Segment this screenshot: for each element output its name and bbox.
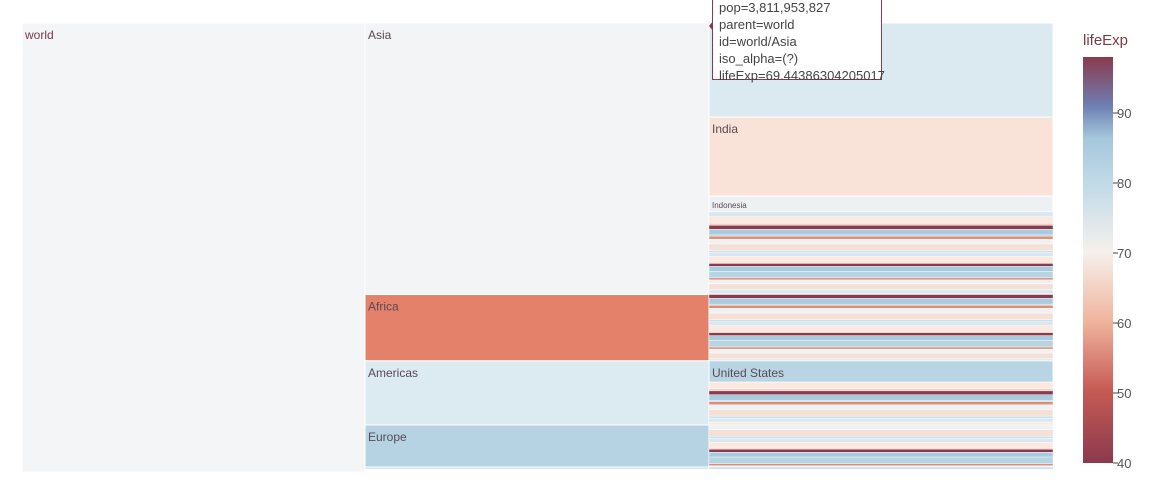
node-africa-country[interactable]	[708, 352, 1054, 359]
node-europe-country[interactable]	[708, 463, 1054, 466]
node-africa-country[interactable]	[708, 305, 1054, 309]
node-africa-country[interactable]	[708, 335, 1054, 341]
node-asia-minor-country[interactable]	[708, 277, 1054, 281]
node-asia-minor-country[interactable]	[708, 271, 1054, 279]
node-europe-country[interactable]	[708, 429, 1054, 437]
node-world-oceania[interactable]	[364, 466, 710, 470]
node-label-world: world	[24, 28, 54, 42]
node-asia-minor-country[interactable]	[708, 211, 1054, 217]
node-africa-country[interactable]	[708, 321, 1054, 326]
colorbar-gradient	[1083, 57, 1113, 463]
node-world-americas[interactable]	[364, 360, 710, 426]
node-asia-minor-country[interactable]	[708, 238, 1054, 245]
node-africa-country[interactable]	[708, 332, 1054, 336]
node-europe-country[interactable]	[708, 424, 1054, 430]
node-africa-country[interactable]	[708, 308, 1054, 314]
node-africa-country[interactable]	[708, 294, 1054, 299]
node-asia-minor-country[interactable]	[708, 252, 1054, 257]
node-world-europe[interactable]	[364, 424, 710, 468]
node-africa-country[interactable]	[708, 298, 1054, 305]
node-europe-country[interactable]	[708, 449, 1054, 453]
node-americas-minor-country[interactable]	[708, 388, 1054, 392]
node-world-asia-indonesia[interactable]	[708, 195, 1054, 213]
node-americas-minor-country[interactable]	[708, 415, 1054, 419]
node-label-world-europe: Europe	[368, 430, 407, 444]
node-world-asia-china[interactable]	[708, 22, 1054, 118]
node-africa-country[interactable]	[708, 359, 1054, 362]
colorbar-tick-label: 90	[1117, 106, 1131, 121]
node-asia-minor-country[interactable]	[708, 279, 1054, 285]
node-asia-minor-country[interactable]	[708, 216, 1054, 224]
node-americas-minor-country[interactable]	[708, 409, 1054, 417]
node-asia-minor-country[interactable]	[708, 290, 1054, 294]
node-europe-country[interactable]	[708, 456, 1054, 464]
node-americas-minor-country[interactable]	[708, 421, 1054, 426]
node-asia-minor-country[interactable]	[708, 256, 1054, 263]
node-world-africa[interactable]	[364, 294, 710, 362]
node-europe-country[interactable]	[708, 438, 1054, 443]
node-label-world-asia: Asia	[368, 28, 392, 42]
node-asia-minor-country[interactable]	[708, 223, 1054, 226]
node-africa-country[interactable]	[708, 348, 1054, 354]
node-americas-minor-country[interactable]	[708, 394, 1054, 401]
node-label-world-asia-indonesia: Indonesia	[712, 201, 747, 210]
node-africa-country[interactable]	[708, 319, 1054, 323]
node-asia-minor-country[interactable]	[708, 235, 1054, 240]
node-americas-minor-country[interactable]	[708, 401, 1054, 405]
node-asia-minor-country[interactable]	[708, 243, 1054, 251]
node-africa-country[interactable]	[708, 340, 1054, 348]
node-asia-minor-country[interactable]	[708, 229, 1054, 236]
colorbar-tick-label: 80	[1117, 176, 1131, 191]
node-label-world-americas-united-states: United States	[712, 366, 784, 380]
icicle-labels: world Asia Africa Americas Europe India Indone…	[24, 28, 784, 444]
node-europe-country[interactable]	[708, 436, 1054, 439]
node-asia-minor-country[interactable]	[708, 225, 1054, 230]
node-americas-minor-country[interactable]	[708, 390, 1054, 395]
node-africa-country[interactable]	[708, 312, 1054, 320]
colorbar-title: lifeExp	[1083, 32, 1129, 49]
node-europe-country[interactable]	[708, 452, 1054, 458]
colorbar-tick-label: 60	[1117, 316, 1131, 331]
node-label-world-americas: Americas	[368, 366, 418, 380]
node-label-world-africa: Africa	[368, 300, 399, 314]
node-world-asia-india[interactable]	[708, 116, 1054, 197]
node-africa-country[interactable]	[708, 346, 1054, 350]
colorbar-tick-label: 70	[1117, 246, 1131, 261]
node-americas-minor-country[interactable]	[708, 404, 1054, 410]
colorbar: 40 50 60 70 80 90	[1083, 57, 1131, 471]
node-asia-minor-country[interactable]	[708, 283, 1054, 290]
colorbar-tick-label: 50	[1117, 386, 1131, 401]
node-oceania-country[interactable]	[708, 466, 1054, 470]
node-africa-country[interactable]	[708, 325, 1054, 332]
colorbar-tick-label: 40	[1117, 456, 1131, 471]
icicle-minor-countries	[708, 211, 1054, 470]
node-europe-country[interactable]	[708, 442, 1054, 449]
node-americas-minor-country[interactable]	[708, 382, 1054, 390]
node-label-world-asia-india: India	[712, 122, 738, 136]
node-asia-minor-country[interactable]	[708, 266, 1054, 272]
node-asia-minor-country[interactable]	[708, 263, 1054, 267]
node-world-asia[interactable]	[364, 22, 710, 296]
node-world[interactable]	[21, 22, 366, 473]
node-americas-minor-country[interactable]	[708, 418, 1054, 423]
node-asia-minor-country[interactable]	[708, 250, 1054, 253]
